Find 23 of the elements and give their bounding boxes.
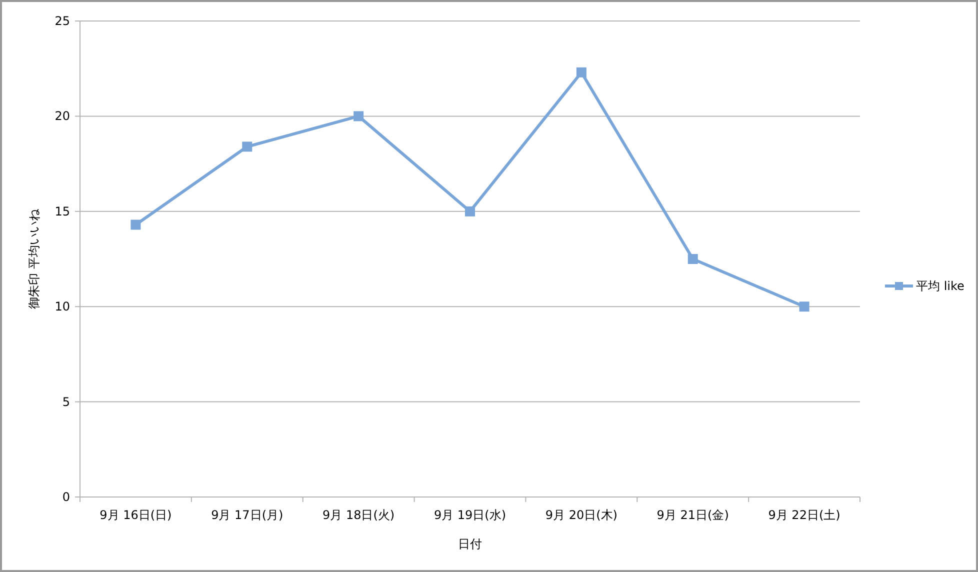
legend-label: 平均 like <box>916 279 964 293</box>
point <box>242 142 252 152</box>
point <box>799 302 810 312</box>
y-tick-label: 20 <box>54 109 70 124</box>
x-tick-label: 9月 22日(土) <box>768 508 840 522</box>
point <box>465 206 475 216</box>
x-tick-label: 9月 20日(木) <box>545 508 618 522</box>
x-tick-label: 9月 16日(日) <box>100 508 172 522</box>
point <box>354 111 364 122</box>
y-axis-title: 御朱印 平均いいね <box>27 208 41 309</box>
x-tick-label: 9月 18日(火) <box>322 508 395 522</box>
y-tick-label: 15 <box>54 204 70 218</box>
y-tick-label: 25 <box>54 14 70 28</box>
x-axis-title: 日付 <box>458 537 482 551</box>
point <box>576 67 586 78</box>
x-tick-label: 9月 19日(水) <box>434 508 506 522</box>
x-tick-label: 9月 21日(金) <box>656 508 729 522</box>
x-tick-label: 9月 17日(月) <box>211 508 284 522</box>
point <box>688 254 698 264</box>
y-tick-label: 5 <box>62 394 70 409</box>
y-tick-label: 10 <box>54 300 70 314</box>
y-tick-label: 0 <box>62 490 70 504</box>
point <box>130 220 141 230</box>
